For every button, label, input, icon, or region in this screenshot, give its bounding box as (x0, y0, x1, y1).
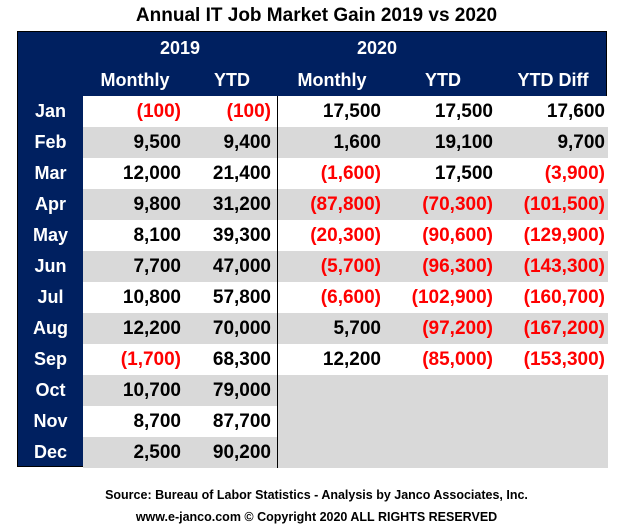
table-cell: 7,700 (83, 251, 187, 282)
table-row: (1,700) 68,300 12,200 (85,000) (153,300) (83, 344, 608, 375)
table-cell: 57,800 (187, 282, 277, 313)
table-cell: (1,600) (277, 158, 387, 189)
table-cell: (6,600) (277, 282, 387, 313)
table-cell: 31,200 (187, 189, 277, 220)
table-cell: 17,500 (387, 158, 499, 189)
table-cell: (1,700) (83, 344, 187, 375)
table-cell: 1,600 (277, 127, 387, 158)
table-cell (277, 406, 387, 437)
table-cell: 87,700 (187, 406, 277, 437)
month-label: Sep (33, 349, 67, 369)
month-label: Jul (37, 287, 64, 307)
table-cell: 79,000 (187, 375, 277, 406)
table-cell: 12,000 (83, 158, 187, 189)
table-cell: (100) (187, 96, 277, 127)
table-row: 10,800 57,800 (6,600) (102,900) (160,700) (83, 282, 608, 313)
table-cell: 8,700 (83, 406, 187, 437)
table-cell: 12,200 (83, 313, 187, 344)
table-row: 10,700 79,000 (83, 375, 608, 406)
table-cell: 2,500 (83, 437, 187, 468)
table-cell: (5,700) (277, 251, 387, 282)
table-cell: 17,500 (277, 96, 387, 127)
table-cell: (100) (83, 96, 187, 127)
table-row: 9,800 31,200 (87,800) (70,300) (101,500) (83, 189, 608, 220)
source-note: Source: Bureau of Labor Statistics - Ana… (105, 488, 528, 502)
table-cell (499, 375, 608, 406)
month-label: Jun (34, 256, 67, 276)
table-cell: (160,700) (499, 282, 608, 313)
table-cell (499, 406, 608, 437)
table-cell: 10,800 (83, 282, 187, 313)
table-row: 2,500 90,200 (83, 437, 608, 468)
month-label: Jan (34, 101, 67, 121)
column-divider (277, 96, 278, 468)
table-cell (387, 375, 499, 406)
month-label: Oct (35, 380, 66, 400)
group-header-2020: 2020 (356, 38, 398, 58)
table-cell: 90,200 (187, 437, 277, 468)
table-cell (277, 375, 387, 406)
table-cell (277, 437, 387, 468)
table-row: (100) (100) 17,500 17,500 17,600 (83, 96, 608, 127)
table-cell: (3,900) (499, 158, 608, 189)
table-cell: 39,300 (187, 220, 277, 251)
copyright-note: www.e-janco.com © Copyright 2020 ALL RIG… (135, 510, 498, 524)
table-cell: 47,000 (187, 251, 277, 282)
table-cell: (102,900) (387, 282, 499, 313)
table-cell: (167,200) (499, 313, 608, 344)
table-cell: 21,400 (187, 158, 277, 189)
table-cell: 8,100 (83, 220, 187, 251)
month-label: Nov (33, 411, 68, 431)
table-cell: 17,600 (499, 96, 608, 127)
table-cell: 5,700 (277, 313, 387, 344)
table-cell: 68,300 (187, 344, 277, 375)
column-header: YTD (425, 70, 461, 90)
table-cell: (129,900) (499, 220, 608, 251)
table-cell: (90,600) (387, 220, 499, 251)
group-header-2019: 2019 (159, 38, 201, 58)
table-cell: (70,300) (387, 189, 499, 220)
table-row: 8,100 39,300 (20,300) (90,600) (129,900) (83, 220, 608, 251)
table-cell: (143,300) (499, 251, 608, 282)
table-cell: 70,000 (187, 313, 277, 344)
table-cell (387, 437, 499, 468)
month-label: Mar (34, 163, 67, 183)
table-cell (387, 406, 499, 437)
month-label: Aug (33, 318, 68, 338)
table-row: 7,700 47,000 (5,700) (96,300) (143,300) (83, 251, 608, 282)
table-cell: 9,800 (83, 189, 187, 220)
column-header: Monthly (100, 70, 170, 90)
table-cell: 17,500 (387, 96, 499, 127)
table-cell: (85,000) (387, 344, 499, 375)
table-cell: 12,200 (277, 344, 387, 375)
table-cell: 9,500 (83, 127, 187, 158)
table-cell: 10,700 (83, 375, 187, 406)
month-label: Apr (35, 194, 66, 214)
table-cell: 19,100 (387, 127, 499, 158)
table-cell: (87,800) (277, 189, 387, 220)
table-cell: (20,300) (277, 220, 387, 251)
month-label: Feb (34, 132, 67, 152)
table-row: 12,000 21,400 (1,600) 17,500 (3,900) (83, 158, 608, 189)
table-row: 12,200 70,000 5,700 (97,200) (167,200) (83, 313, 608, 344)
table-cell (499, 437, 608, 468)
table-title: Annual IT Job Market Gain 2019 vs 2020 (135, 5, 498, 26)
month-label: Dec (33, 442, 68, 462)
table-cell: (101,500) (499, 189, 608, 220)
table-cell: (96,300) (387, 251, 499, 282)
table-cell: 9,400 (187, 127, 277, 158)
job-market-table: 2019 2020 Monthly YTD Monthly YTD YTD Di… (17, 31, 608, 468)
table-cell: 9,700 (499, 127, 608, 158)
table-row: 8,700 87,700 (83, 406, 608, 437)
table-row: 9,500 9,400 1,600 19,100 9,700 (83, 127, 608, 158)
table-cell: (97,200) (387, 313, 499, 344)
table-cell: (153,300) (499, 344, 608, 375)
column-header: YTD Diff (517, 70, 589, 90)
column-header: Monthly (297, 70, 367, 90)
column-header: YTD (214, 70, 250, 90)
month-label: May (32, 225, 68, 245)
